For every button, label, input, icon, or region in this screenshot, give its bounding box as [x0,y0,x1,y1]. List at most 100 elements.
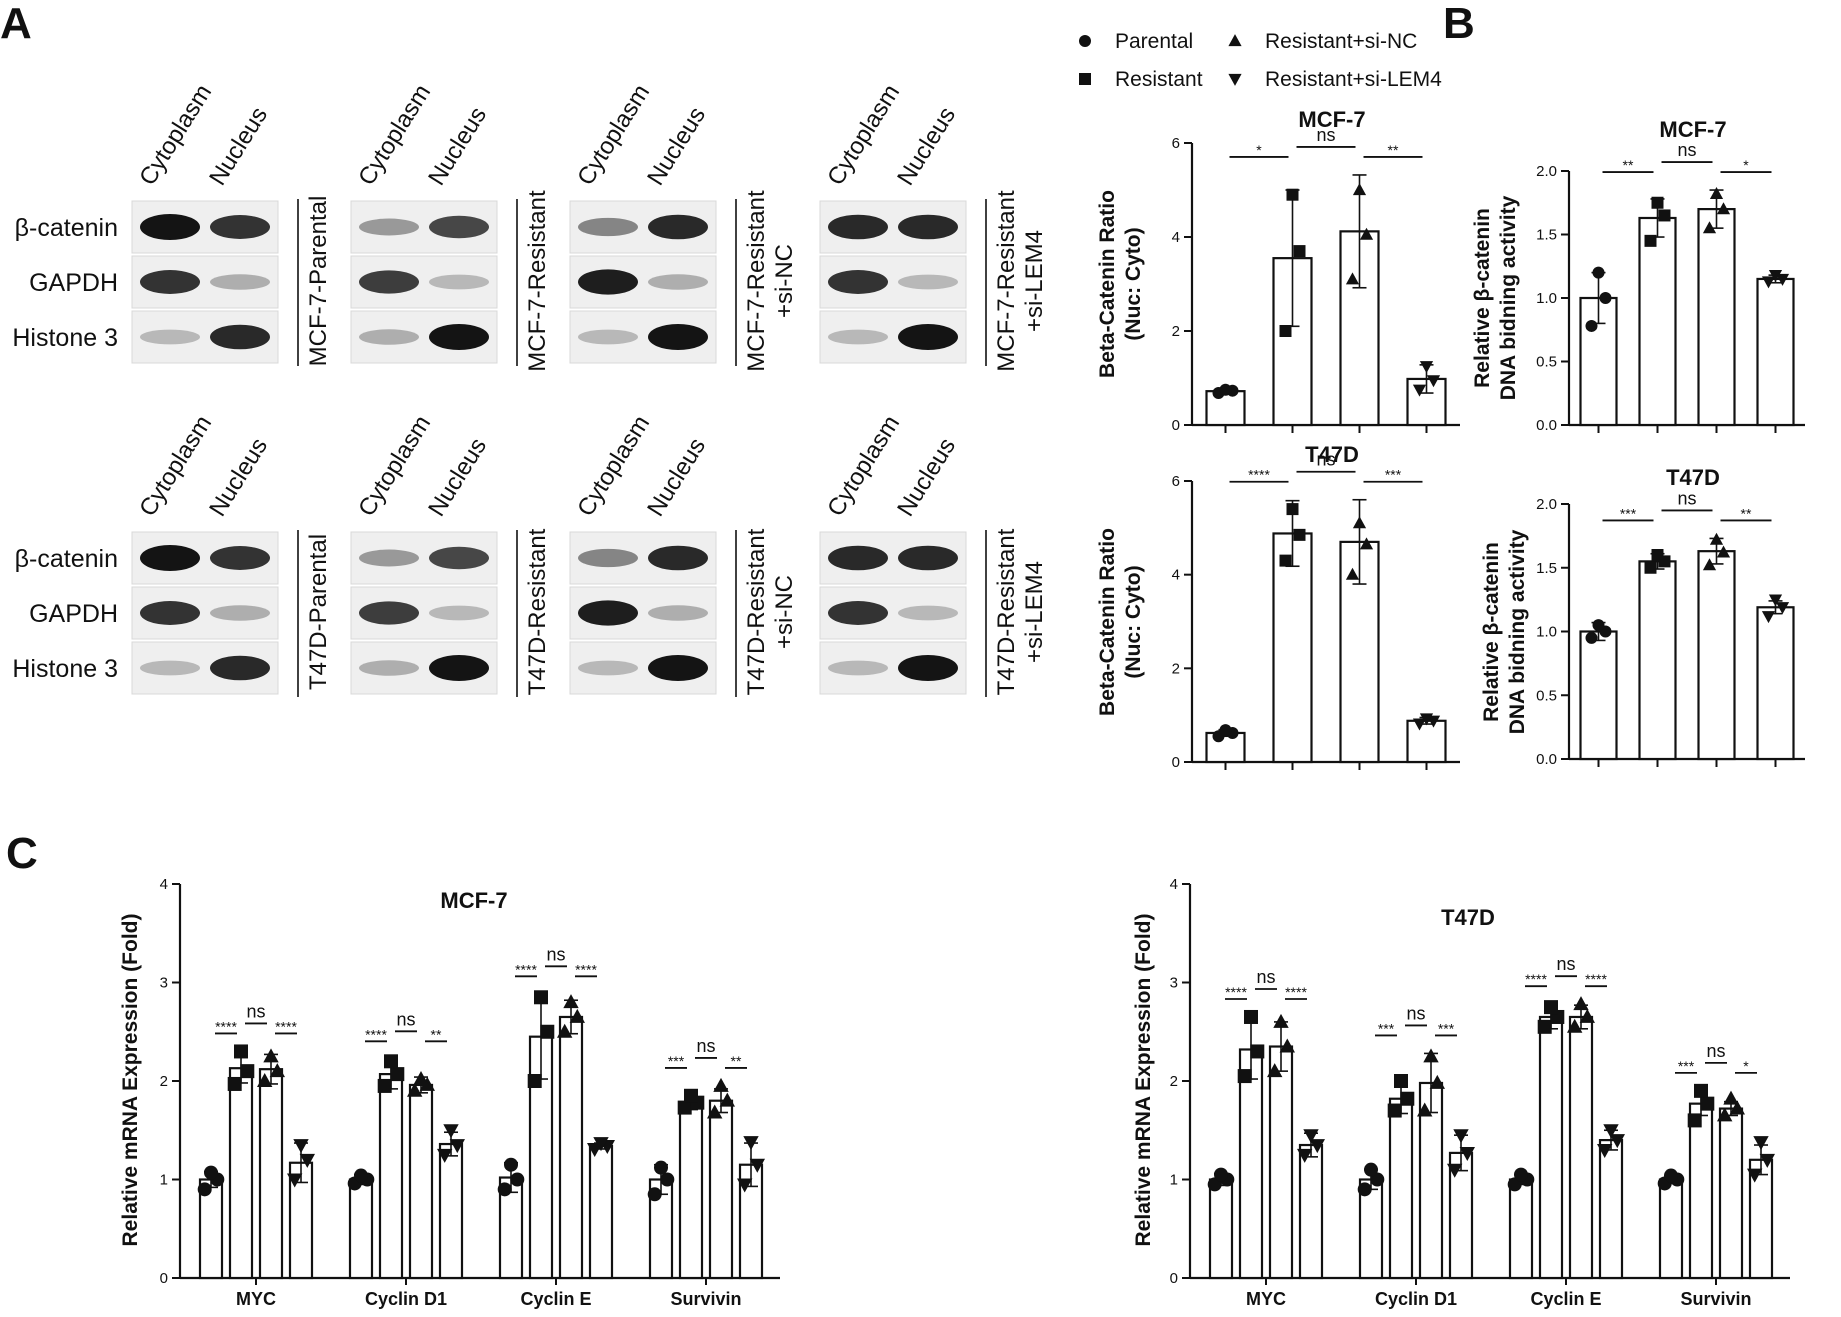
blot-band-mcf7 [578,329,638,345]
significance-label: ** [731,1053,742,1069]
x-category-label: Cyclin D1 [1375,1289,1457,1309]
data-point [540,1024,555,1039]
y-tick-label: 6 [1172,135,1180,152]
y-axis-label-line: Relative β-catenin [1480,542,1503,722]
bar [228,1067,254,1280]
blot-band-t47d [140,545,200,571]
data-point [437,1148,453,1163]
significance-label: **** [1585,971,1607,987]
data-point [1400,1091,1415,1106]
data-point [719,1092,735,1107]
data-point [1592,619,1605,632]
data-point [1394,1074,1408,1088]
blot-band-mcf7 [578,217,638,237]
condition-label-mcf7: MCF-7-Resistant [524,190,551,372]
blot-band-mcf7 [210,215,270,239]
data-point [1286,188,1299,201]
condition-label-line: T47D-Resistant [993,528,1020,695]
blot-row-label-t47d: GAPDH [29,600,118,628]
data-point [1417,1102,1433,1117]
data-point [287,1173,303,1188]
significance-label: ns [1316,125,1335,145]
data-point [1585,319,1598,332]
condition-label-line: +si-NC [771,244,798,318]
blot-band-t47d [429,605,489,621]
data-point [1309,1139,1325,1154]
bar [408,1083,434,1280]
data-point [1716,202,1731,215]
bar [1697,550,1736,761]
significance-label: ns [246,1001,265,1021]
data-point [377,1078,392,1093]
y-tick-label: 0 [160,1270,168,1287]
data-point [1709,532,1724,545]
blot-row-label-mcf7: GAPDH [29,269,118,297]
chart-b-t47d: T47D 0.0 0.5 1.0 1.5 2.0 Relative β-catenin DNA… [1480,465,1805,768]
x-category-label: MYC [1246,1289,1286,1309]
bar [1406,719,1447,764]
data-point [1544,1000,1558,1015]
blot-band-t47d [429,546,489,570]
blot-band-t47d [429,655,489,681]
condition-label-t47d: T47D-Parental [305,534,332,690]
blot-band-mcf7 [828,270,888,294]
data-point [749,1158,765,1173]
y-tick-label: 2 [160,1073,168,1090]
panel-label-a: A [0,0,32,48]
data-point [1423,1048,1439,1063]
blot-band-mcf7 [140,270,200,294]
significance-label: *** [1678,1058,1695,1074]
bar [1579,630,1618,761]
y-tick-label: 3 [1170,975,1178,992]
chart-title: T47D [1305,442,1359,467]
condition-label-mcf7: MCF-7-Parental [305,196,332,367]
bar [1638,560,1677,761]
condition-label-line: +si-LEM4 [1021,561,1048,663]
data-point [263,1048,279,1063]
condition-label-line: MCF-7-Resistant [743,190,770,372]
y-tick-label: 4 [1172,567,1180,584]
legend-label: Resistant+si-NC [1265,30,1417,53]
blot-band-mcf7 [648,214,708,240]
y-tick-label: 1.5 [1536,560,1557,577]
significance-label: ns [1256,967,1275,987]
data-point [1453,1129,1469,1144]
blot-band-t47d [648,545,708,571]
data-point [593,1137,609,1152]
significance-label: *** [668,1053,685,1069]
significance-label: ns [1406,1003,1425,1023]
condition-label-t47d: T47D-Resistant+si-NC [743,528,798,695]
bar [1756,606,1795,761]
data-point [677,1100,692,1115]
bar [348,1178,374,1280]
data-point [1279,554,1292,567]
blot-band-t47d [828,545,888,571]
y-tick-label: 0.0 [1536,751,1557,768]
significance-label: *** [1438,1020,1455,1036]
y-axis-label: Relative mRNA Expression (Fold) [1132,914,1155,1247]
bar [1298,1143,1324,1280]
lane-label-mcf7: Nucleus [204,102,273,190]
significance-label: **** [1525,971,1547,987]
data-point [1214,1167,1228,1182]
data-point [1709,186,1724,199]
blot-band-mcf7 [828,214,888,240]
bar [1205,731,1246,764]
bar [1272,532,1313,764]
data-point [299,1153,315,1168]
data-point [1303,1129,1319,1144]
y-tick-label: 0 [1172,417,1180,434]
x-category-label: Cyclin E [1530,1289,1601,1309]
data-point [1761,611,1776,624]
blot-band-t47d [578,600,638,626]
data-point [1609,1134,1625,1149]
blot-band-t47d [210,546,270,570]
y-axis-label: Beta-Catenin Ratio (Nuc: Cyto) [1096,528,1145,716]
data-point [654,1160,668,1175]
data-point [443,1124,459,1139]
data-point [1250,1044,1265,1059]
bar [708,1099,734,1280]
significance-label: *** [1378,1020,1395,1036]
data-point [390,1067,405,1082]
chart-title: MCF-7 [1298,107,1365,132]
